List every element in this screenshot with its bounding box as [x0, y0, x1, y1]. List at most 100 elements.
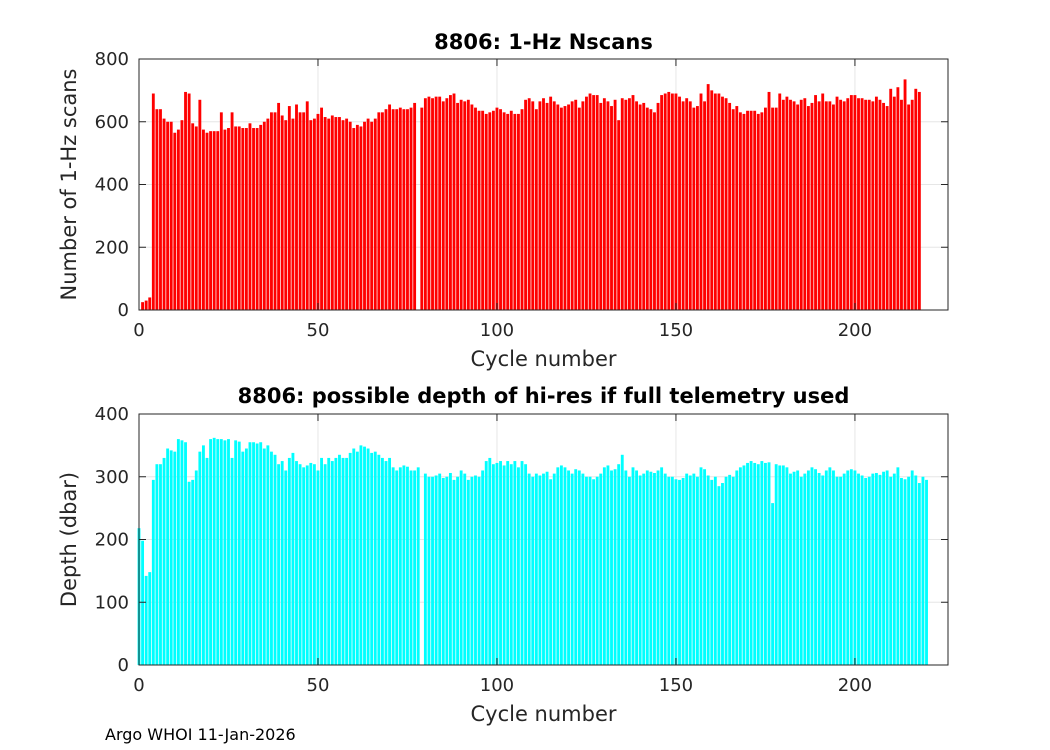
panel2-bar — [588, 476, 592, 665]
panel1-bar — [746, 110, 749, 310]
panel1-bar — [688, 101, 692, 310]
panel2-bar — [441, 478, 445, 665]
panel2-bar — [724, 476, 728, 665]
panel2-bar — [280, 461, 284, 665]
panel1-bar — [209, 131, 213, 310]
panel1-bar — [828, 101, 832, 310]
panel1-bar — [380, 112, 384, 311]
panel2-bar — [925, 479, 928, 665]
panel1-bar — [767, 91, 771, 310]
panel1-bar — [223, 129, 227, 310]
panel1-bar — [821, 93, 825, 310]
panel1-x-tick-label: 0 — [133, 320, 144, 341]
panel1-bar — [384, 109, 388, 310]
panel1-bar — [148, 297, 152, 310]
panel1-bar — [466, 99, 470, 310]
panel2-bar — [423, 473, 427, 665]
panel1-bar — [234, 126, 238, 310]
panel1-bar — [595, 95, 599, 310]
panel1-bar — [438, 96, 442, 311]
panel2-x-tick-label: 100 — [480, 675, 514, 696]
panel2-bar — [785, 467, 789, 665]
panel2-bar — [559, 465, 563, 665]
panel1-bar — [878, 99, 882, 310]
panel1-bar — [703, 101, 707, 310]
panel1-bar — [495, 107, 499, 310]
panel2-bar — [678, 479, 681, 665]
panel2-bar — [370, 452, 374, 665]
panel1-bar — [699, 93, 703, 310]
panel2-bar — [885, 470, 889, 665]
panel2-bar — [298, 464, 302, 665]
panel1-bar — [645, 107, 649, 310]
panel1-bar — [144, 300, 148, 310]
panel1-bar — [849, 95, 853, 310]
panel2-bar — [595, 476, 599, 665]
panel2-bar — [237, 441, 241, 665]
panel1-bar — [874, 96, 878, 311]
panel2-bar — [341, 457, 345, 665]
panel2-bar — [577, 470, 581, 665]
panel2-bar — [832, 470, 835, 665]
panel1-bar — [316, 113, 320, 310]
panel2-bar — [896, 467, 900, 665]
panel2-bar — [470, 476, 474, 665]
panel2-bar — [874, 472, 878, 665]
panel2-bar — [620, 454, 624, 665]
panel1-bar — [617, 120, 621, 311]
panel2-bar — [645, 470, 649, 665]
panel1-bar — [907, 104, 911, 311]
panel2-bar — [388, 457, 392, 665]
panel1-bar — [649, 109, 653, 310]
panel2-bar — [366, 448, 370, 665]
panel2-bar — [542, 473, 545, 665]
panel2-bar — [209, 439, 213, 665]
panel2-bar — [781, 465, 785, 665]
panel2-bar — [244, 448, 248, 665]
panel2-bar — [284, 470, 288, 665]
panel2-bar — [434, 475, 438, 665]
panel2-bar — [173, 451, 177, 665]
panel1-bar — [567, 104, 570, 311]
panel2-bar — [205, 457, 209, 665]
panel1-bar — [295, 104, 298, 311]
panel2-bar — [219, 439, 223, 665]
panel2-bar — [184, 442, 187, 665]
panel1-bar — [753, 110, 757, 310]
panel1-bar — [517, 113, 520, 310]
panel1-y-axis-label: Number of 1-Hz scans — [57, 69, 81, 301]
panel2-bar — [570, 473, 574, 665]
panel1-bar — [602, 98, 606, 310]
panel2-bar — [312, 464, 316, 665]
panel1-bar — [882, 102, 885, 310]
panel2-bar — [448, 472, 452, 665]
panel1-bar — [270, 112, 273, 311]
panel2-bar — [391, 467, 395, 665]
panel2-bar — [860, 475, 864, 665]
panel2-bar — [334, 457, 338, 665]
panel2-bar — [259, 442, 263, 665]
panel2-bar — [892, 473, 896, 665]
panel1-bar — [774, 107, 778, 310]
panel1-bar — [660, 95, 664, 310]
panel1-bar — [599, 102, 603, 310]
panel2-bar — [223, 440, 227, 665]
panel1-bar — [574, 99, 578, 310]
panel2-bar — [660, 467, 664, 665]
panel1-bar — [710, 90, 714, 310]
panel2-bar — [169, 450, 173, 665]
panel2-bar — [821, 475, 825, 665]
panel1-bar — [395, 109, 399, 310]
panel1-bar — [760, 112, 764, 311]
panel1-bar — [764, 107, 767, 310]
panel1-bar — [198, 99, 202, 310]
panel1-x-tick-label: 200 — [838, 320, 872, 341]
panel1-bar — [334, 117, 338, 310]
panel2-bar — [839, 476, 843, 665]
panel1-bar — [656, 102, 660, 310]
panel1-bar — [864, 99, 868, 310]
panel1-bar — [259, 124, 263, 310]
panel2-x-tick-label: 150 — [659, 675, 693, 696]
panel1-bar — [348, 121, 352, 310]
panel2-bar — [867, 476, 871, 665]
